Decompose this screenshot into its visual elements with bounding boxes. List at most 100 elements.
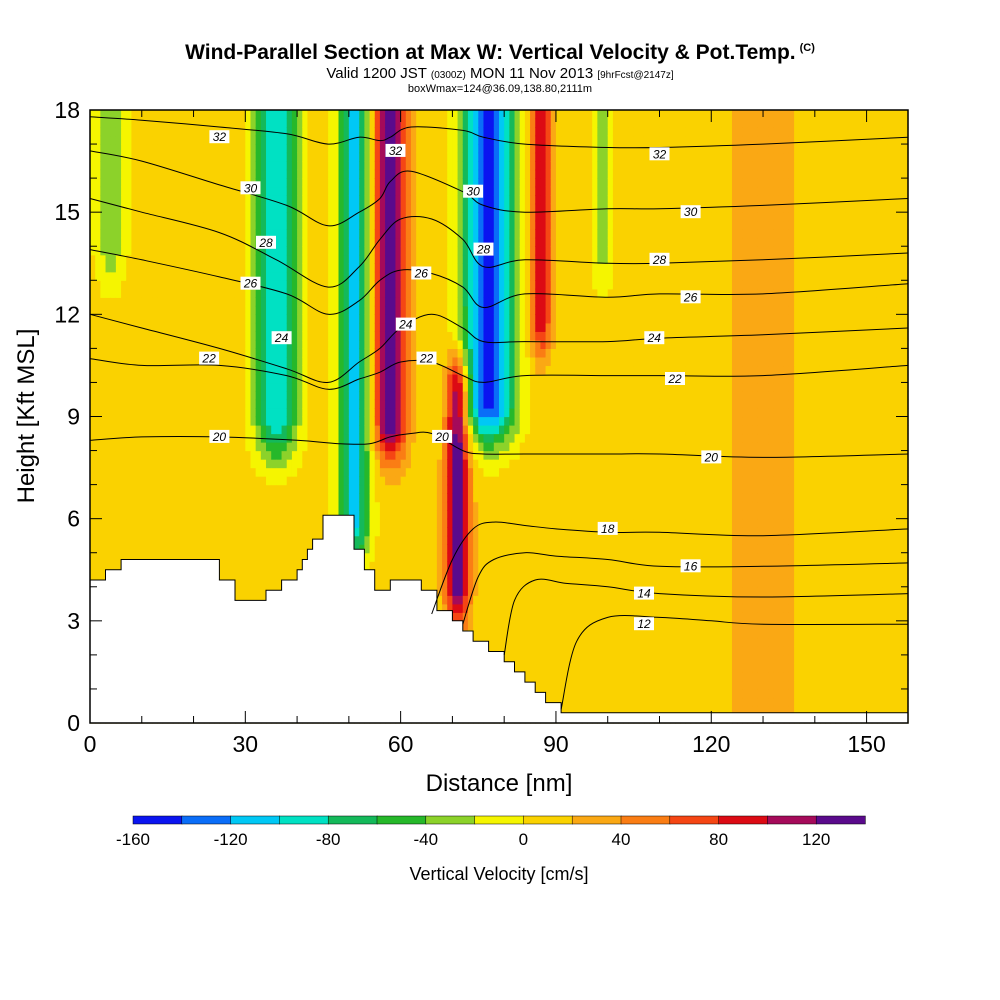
velocity-cell [421, 433, 428, 443]
velocity-cell [385, 178, 391, 188]
velocity-cell [307, 493, 314, 503]
velocity-cell [188, 186, 195, 196]
velocity-cell [266, 186, 272, 196]
velocity-cell [178, 288, 184, 298]
velocity-cell [172, 365, 179, 375]
velocity-cell [126, 263, 133, 273]
velocity-cell [105, 365, 112, 375]
velocity-cell [307, 501, 314, 511]
velocity-cell [224, 288, 231, 298]
velocity-cell [255, 135, 262, 145]
velocity-cell [328, 178, 334, 188]
velocity-cell [229, 280, 236, 290]
velocity-cell [209, 195, 215, 205]
velocity-cell [105, 510, 112, 520]
velocity-cell [338, 425, 345, 435]
velocity-cell [297, 169, 303, 179]
velocity-cell [431, 203, 438, 213]
velocity-cell [276, 203, 283, 213]
velocity-cell [266, 144, 272, 154]
velocity-cell [162, 407, 169, 418]
velocity-cell [183, 356, 189, 367]
velocity-cell [95, 339, 101, 349]
velocity-cell [338, 331, 345, 341]
velocity-cell [348, 229, 355, 239]
velocity-cell [90, 339, 96, 349]
velocity-cell [276, 569, 283, 579]
velocity-cell [291, 484, 298, 494]
velocity-cell [379, 527, 386, 537]
velocity-cell [379, 297, 386, 307]
velocity-cell [183, 425, 189, 435]
velocity-cell [240, 356, 246, 367]
velocity-cell [405, 535, 412, 545]
velocity-cell [90, 144, 96, 154]
velocity-cell [379, 203, 386, 213]
velocity-cell [354, 535, 360, 545]
velocity-cell [240, 390, 246, 401]
velocity-cell [447, 527, 454, 537]
velocity-cell [172, 297, 179, 307]
velocity-cell [416, 459, 422, 469]
velocity-cell [250, 169, 257, 179]
velocity-cell [260, 450, 267, 460]
velocity-cell [421, 450, 428, 460]
velocity-cell [328, 280, 334, 290]
velocity-cell [405, 246, 412, 256]
velocity-cell [359, 229, 365, 239]
velocity-cell [421, 110, 428, 120]
velocity-cell [286, 195, 293, 205]
velocity-cell [188, 535, 195, 545]
velocity-cell [250, 127, 257, 137]
velocity-cell [90, 212, 96, 222]
velocity-cell [178, 416, 184, 426]
velocity-cell [105, 544, 112, 554]
velocity-cell [359, 339, 365, 349]
velocity-cell [416, 365, 422, 375]
velocity-cell [364, 161, 371, 171]
velocity-cell [90, 407, 96, 418]
velocity-cell [426, 467, 433, 477]
velocity-cell [312, 169, 319, 179]
velocity-cell [214, 425, 221, 435]
velocity-cell [245, 220, 252, 230]
velocity-cell [354, 178, 360, 188]
velocity-cell [276, 297, 283, 307]
velocity-cell [395, 297, 402, 307]
velocity-cell [405, 544, 412, 554]
velocity-cell [286, 144, 293, 154]
velocity-cell [162, 135, 169, 145]
velocity-cell [105, 459, 112, 469]
velocity-cell [193, 416, 200, 426]
velocity-cell [328, 399, 334, 409]
velocity-cell [322, 169, 329, 179]
velocity-cell [198, 229, 205, 239]
velocity-cell [121, 331, 127, 341]
velocity-cell [266, 305, 272, 315]
velocity-cell [431, 152, 438, 162]
velocity-cell [291, 518, 298, 528]
velocity-cell [416, 493, 422, 503]
velocity-cell [250, 254, 257, 264]
velocity-cell [157, 127, 164, 137]
velocity-cell [183, 433, 189, 443]
velocity-cell [209, 118, 215, 128]
velocity-cell [410, 561, 417, 571]
velocity-cell [126, 169, 133, 179]
velocity-cell [121, 229, 127, 239]
velocity-cell [240, 501, 246, 511]
velocity-cell [354, 510, 360, 520]
velocity-cell [178, 195, 184, 205]
velocity-cell [255, 467, 262, 477]
velocity-cell [146, 407, 153, 418]
velocity-cell [266, 493, 272, 503]
velocity-cell [297, 518, 303, 528]
velocity-cell [115, 450, 122, 460]
velocity-cell [219, 373, 226, 384]
velocity-cell [447, 595, 454, 605]
velocity-cell [317, 356, 324, 367]
velocity-cell [317, 186, 324, 196]
velocity-cell [245, 484, 252, 494]
velocity-cell [436, 416, 443, 426]
velocity-cell [442, 493, 448, 503]
